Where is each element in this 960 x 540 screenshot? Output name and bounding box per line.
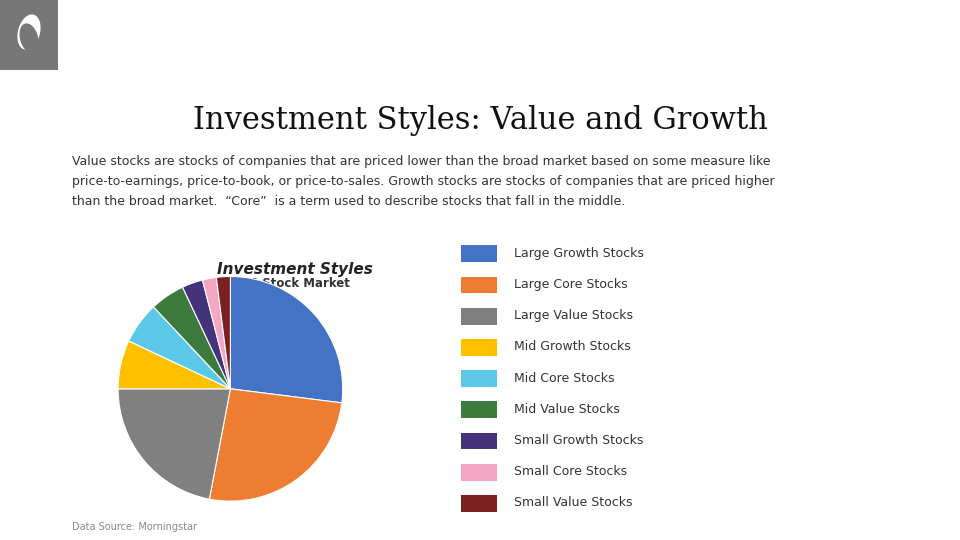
- Text: BENEFITS OF DIVERSIFICATION: BENEFITS OF DIVERSIFICATION: [68, 25, 454, 45]
- Wedge shape: [203, 278, 230, 389]
- Text: Mid Core Stocks: Mid Core Stocks: [514, 372, 614, 384]
- Text: Small Value Stocks: Small Value Stocks: [514, 496, 632, 509]
- Bar: [461, 308, 497, 325]
- Wedge shape: [209, 389, 342, 501]
- Bar: [461, 339, 497, 356]
- Text: Investment Styles: Value and Growth: Investment Styles: Value and Growth: [193, 105, 767, 136]
- Text: Investment Styles: Investment Styles: [217, 262, 372, 277]
- Text: Small Core Stocks: Small Core Stocks: [514, 465, 627, 478]
- Text: Mid Value Stocks: Mid Value Stocks: [514, 403, 619, 416]
- Wedge shape: [216, 276, 230, 389]
- Bar: [461, 433, 497, 449]
- Text: Large Value Stocks: Large Value Stocks: [514, 309, 633, 322]
- Bar: [0, 0, 58, 70]
- Ellipse shape: [19, 23, 38, 53]
- Bar: [461, 245, 497, 262]
- Text: Value stocks are stocks of companies that are priced lower than the broad market: Value stocks are stocks of companies tha…: [72, 155, 775, 208]
- Wedge shape: [182, 280, 230, 389]
- Wedge shape: [118, 389, 230, 499]
- Bar: [461, 464, 497, 481]
- Text: Data Source: Morningstar: Data Source: Morningstar: [72, 522, 197, 532]
- Text: Large Growth Stocks: Large Growth Stocks: [514, 247, 643, 260]
- Text: US Stock Market: US Stock Market: [240, 277, 350, 290]
- Text: Large Core Stocks: Large Core Stocks: [514, 278, 627, 291]
- Text: Mid Growth Stocks: Mid Growth Stocks: [514, 340, 631, 353]
- Wedge shape: [129, 307, 230, 389]
- Wedge shape: [118, 341, 230, 389]
- Wedge shape: [230, 276, 343, 403]
- Bar: [461, 401, 497, 418]
- Text: Small Growth Stocks: Small Growth Stocks: [514, 434, 643, 447]
- Bar: [461, 495, 497, 512]
- Wedge shape: [154, 287, 230, 389]
- Ellipse shape: [17, 15, 40, 50]
- Bar: [461, 276, 497, 293]
- Bar: [461, 370, 497, 387]
